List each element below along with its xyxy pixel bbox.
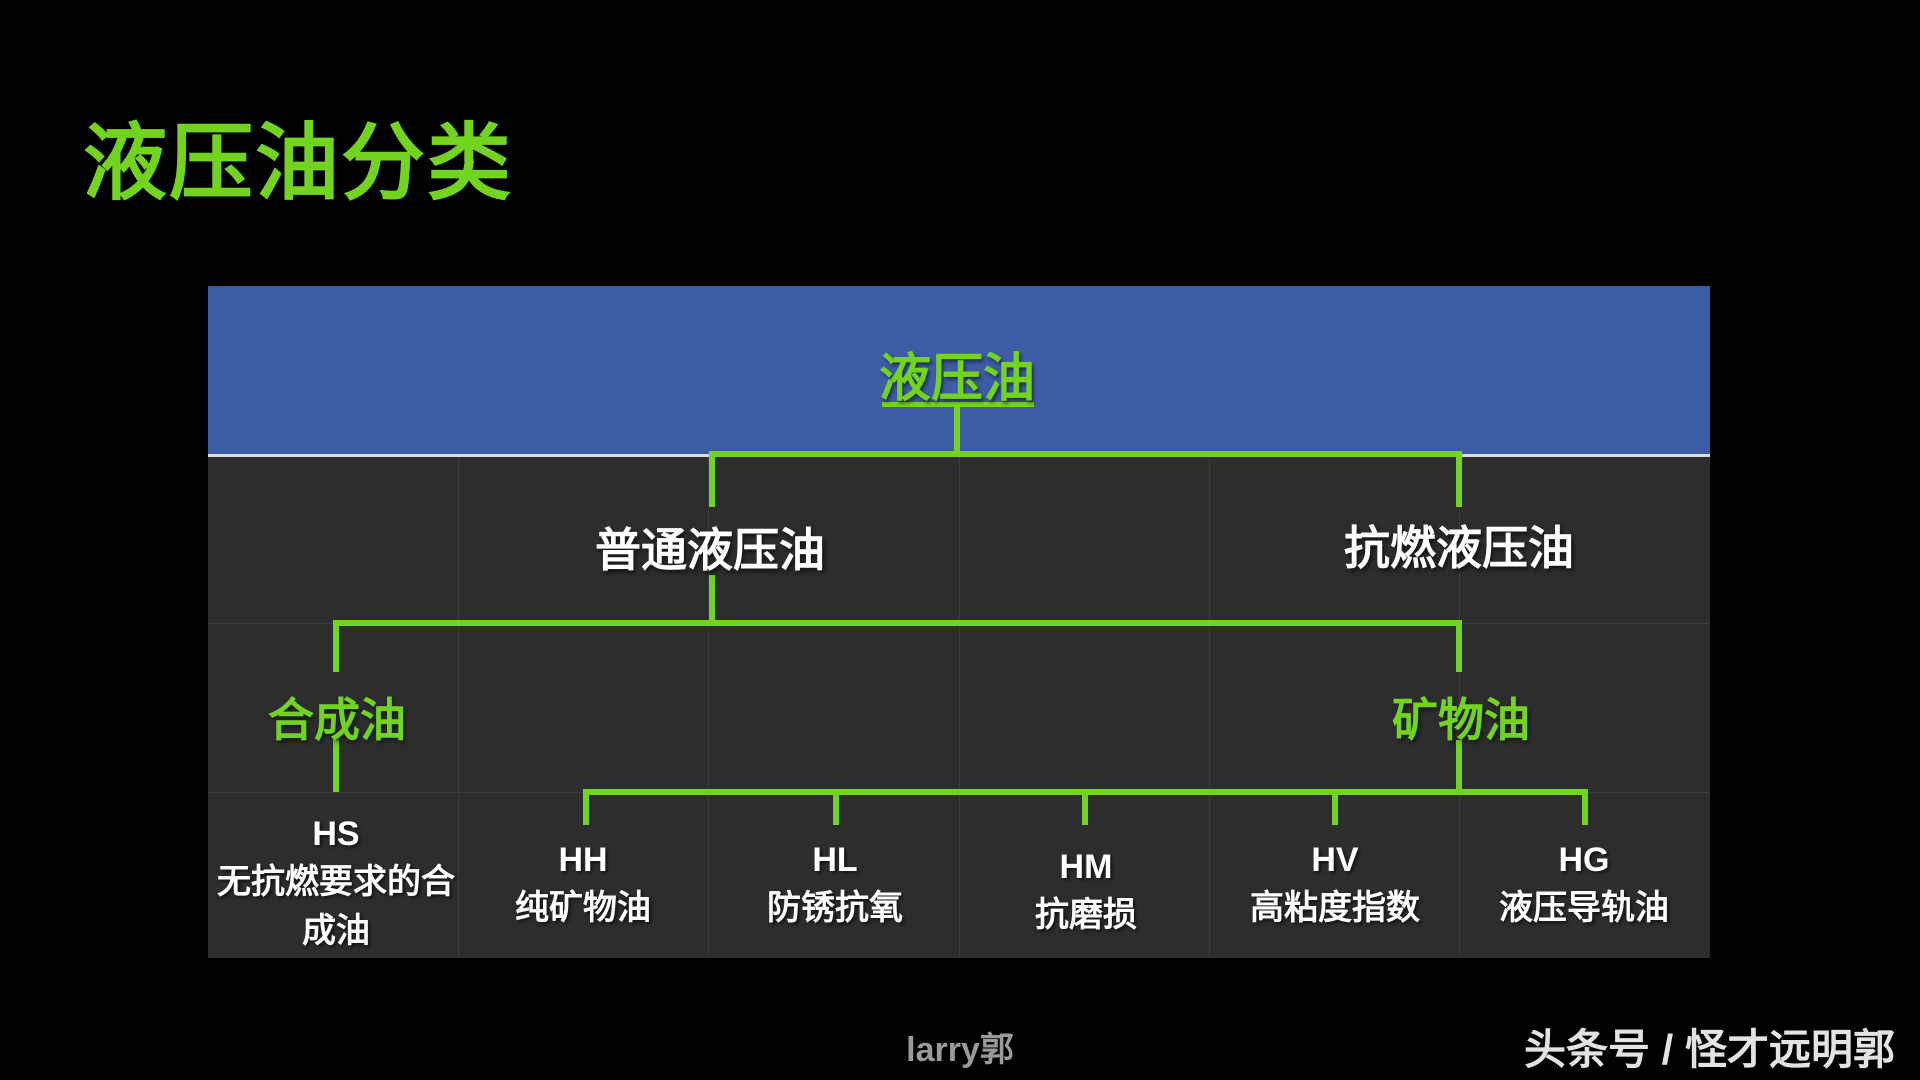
stub-to-ordinary-oil xyxy=(709,451,715,507)
ordinary-oil-down-line xyxy=(709,575,715,625)
stub-to-hv xyxy=(1332,789,1338,825)
node-root-hydraulic-oil: 液压油 xyxy=(878,350,1035,408)
node-mineral-oil: 矿物油 xyxy=(1392,694,1530,746)
leaf-hs: HS 无抗燃要求的合成油 xyxy=(211,810,461,955)
stub-to-mineral-oil xyxy=(1456,620,1462,672)
leaf-hh-desc: 纯矿物油 xyxy=(515,889,651,928)
node-ordinary-hydraulic-oil: 普通液压油 xyxy=(595,524,825,576)
page-title: 液压油分类 xyxy=(83,116,514,210)
leaf-hg-desc: 液压导轨油 xyxy=(1499,889,1669,928)
leaf-hm-desc: 抗磨损 xyxy=(1035,896,1137,935)
level1-connector xyxy=(709,451,1462,457)
leaf-hg: HG 液压导轨油 xyxy=(1459,836,1709,933)
stub-to-hg xyxy=(1582,789,1588,825)
mineral-oil-down-line xyxy=(1456,740,1462,794)
leaf-hl-desc: 防锈抗氧 xyxy=(767,889,903,928)
leaf-hh-code: HH xyxy=(558,841,608,879)
node-synthetic-oil: 合成油 xyxy=(268,694,406,746)
leaf-hs-desc: 无抗燃要求的合成油 xyxy=(217,863,455,950)
synthetic-oil-down-line xyxy=(333,740,339,792)
leaf-hg-code: HG xyxy=(1558,841,1610,879)
leaf-hl: HL 防锈抗氧 xyxy=(710,836,960,933)
leaf-hv-code: HV xyxy=(1311,841,1359,879)
column-separator xyxy=(708,457,709,958)
root-vertical-line xyxy=(954,404,960,456)
column-separator xyxy=(458,457,459,958)
watermark-author: larry郭 xyxy=(906,1031,1014,1069)
leaf-hl-code: HL xyxy=(812,841,858,879)
stub-to-synthetic-oil xyxy=(333,620,339,672)
leaf-hm: HM 抗磨损 xyxy=(961,843,1211,940)
stub-to-hl xyxy=(833,789,839,825)
watermark-channel: 头条号 / 怪才远明郭 xyxy=(1523,1026,1895,1073)
leaf-hh: HH 纯矿物油 xyxy=(458,836,708,933)
leaf-hm-code: HM xyxy=(1059,848,1113,886)
level2-connector xyxy=(333,620,1462,626)
leaf-hv: HV 高粘度指数 xyxy=(1210,836,1460,933)
column-separator xyxy=(959,457,960,958)
column-separator xyxy=(1459,457,1460,958)
stub-to-fire-resistant-oil xyxy=(1456,451,1462,507)
leaf-hv-desc: 高粘度指数 xyxy=(1250,889,1420,928)
leaf-hs-code: HS xyxy=(312,815,360,853)
stub-to-hh xyxy=(583,789,589,825)
stub-to-hm xyxy=(1082,789,1088,825)
column-separator xyxy=(1209,457,1210,958)
node-fire-resistant-hydraulic-oil: 抗燃液压油 xyxy=(1344,522,1574,574)
